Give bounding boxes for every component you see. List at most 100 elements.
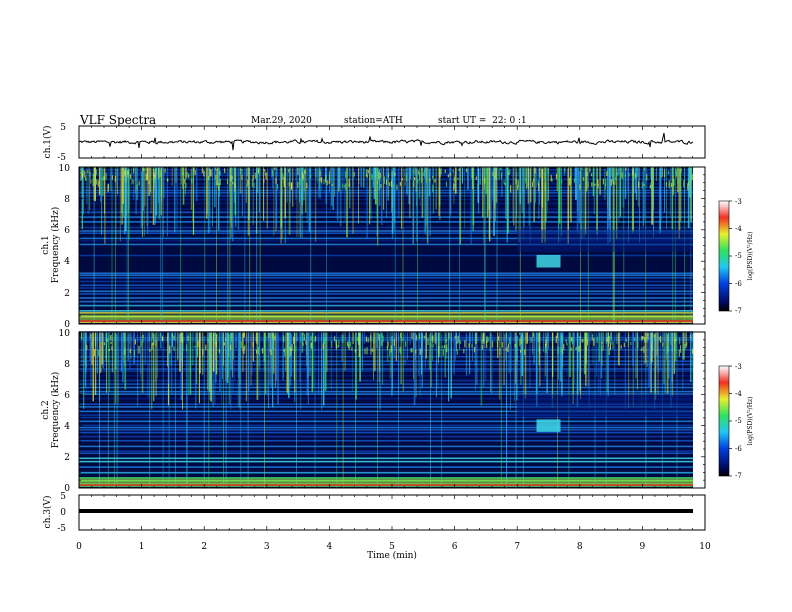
- ch2-spectrogram-sferic: [646, 332, 648, 368]
- ch2-spectrogram-sferic: [105, 332, 107, 363]
- ch1-spectrogram-sferic: [98, 167, 101, 195]
- ch1-spectrogram-band: [79, 290, 693, 293]
- ch1-spectrogram-sferic: [175, 167, 177, 183]
- ch2-spectrogram-sferic: [324, 332, 327, 391]
- ch2-spectrogram-sferic: [224, 332, 226, 381]
- ch1-spectrogram-top-noise: [367, 169, 369, 174]
- ch1-spectrogram-sferic: [438, 167, 441, 221]
- ch2-spectrogram-sferic: [682, 332, 684, 391]
- ch2-spectrogram-top-noise: [560, 347, 562, 353]
- ch1-spectrogram-top-noise: [342, 183, 344, 188]
- ch2-frequency-label: Frequency (kHz): [50, 372, 61, 449]
- ch2-spectrogram-sferic: [559, 332, 561, 391]
- ch1-spectrogram-top-noise: [594, 183, 596, 186]
- ch1-freq-tick-8: 8: [64, 195, 70, 205]
- ch1-spectrogram-sferic: [157, 167, 160, 204]
- ch2-spectrogram-top-noise: [390, 345, 392, 353]
- ch2-freq-tick-10: 10: [59, 329, 71, 339]
- ch1-spectrogram-band: [79, 293, 693, 295]
- ch1-spectrogram-top-noise: [507, 170, 509, 175]
- ch1-spectrogram-sferic: [195, 167, 198, 202]
- ch1-spectrogram-top-noise: [203, 169, 205, 177]
- ch2-spectrogram-sferic: [617, 332, 619, 365]
- ch2-spectrogram-sferic: [306, 332, 309, 396]
- ch2-spectrogram-top-noise: [310, 336, 312, 341]
- ch2-spectrogram-sferic: [498, 332, 501, 400]
- ch2-spectrogram-band: [79, 339, 693, 341]
- ch2-spectrogram-sferic: [588, 332, 590, 410]
- ch2-spectrogram-top-noise: [400, 349, 402, 355]
- ch1-spectrogram-top-noise: [283, 181, 285, 187]
- ch2-spectrogram-sferic: [538, 332, 541, 387]
- ch2-spectrogram-sferic: [533, 332, 535, 364]
- ch2-spectrogram-top-noise: [468, 343, 470, 348]
- ch1-spectrogram-sferic: [585, 167, 587, 179]
- ch2-spectrogram-sferic: [148, 332, 150, 342]
- ch1-spectrogram-top-noise: [486, 170, 488, 174]
- ch2-spectrogram-sferic: [576, 332, 579, 408]
- ch1-spectrogram-top-noise: [85, 176, 87, 181]
- ch1-spectrogram-top-noise: [124, 169, 126, 177]
- ch1-spectrogram-sferic: [299, 167, 302, 238]
- ch1-spectrogram-band: [79, 172, 693, 174]
- ch1-spectrogram-sferic: [82, 167, 84, 215]
- ch1-spectrogram-sferic: [608, 167, 610, 228]
- ch1-spectrogram-sferic: [513, 167, 515, 226]
- ch2-spectrogram-top-noise: [111, 346, 113, 350]
- ch2-spectrogram-top-noise: [570, 347, 572, 352]
- ch1-spectrogram-top-noise: [290, 182, 292, 190]
- ch1-spectrogram-sferic: [360, 167, 363, 187]
- ch2-spectrogram-top-noise: [202, 348, 204, 356]
- ch2-spectrogram-top-noise: [140, 341, 142, 347]
- ch1-spectrogram-top-noise: [97, 180, 99, 187]
- ch2-spectrogram-top-noise: [225, 338, 227, 341]
- ch2-spectrogram-sferic: [373, 332, 376, 371]
- ch2-spectrogram-sferic: [129, 332, 130, 344]
- ch2-spectrogram-top-noise: [689, 334, 692, 339]
- ch1-spectrogram-sferic: [305, 167, 307, 213]
- ch1-spectrogram-top-noise: [589, 167, 591, 173]
- ch2-spectrogram-top-noise: [149, 348, 151, 352]
- ch1-spectrogram-band: [79, 230, 693, 232]
- ch1-spectrogram-top-noise: [544, 182, 546, 190]
- ch1-spectrogram-top-noise: [234, 183, 236, 188]
- ch2-spectrogram-top-noise: [218, 349, 221, 353]
- ch2-spectrogram-top-noise: [283, 349, 285, 352]
- ch1-spectrogram-top-noise: [288, 168, 290, 173]
- ch2-spectrogram-top-noise: [261, 348, 264, 354]
- ch2-spectrogram-top-noise: [208, 349, 210, 356]
- ch1-spectrogram-sferic: [678, 167, 680, 239]
- ch1-spectrogram-sferic: [374, 167, 376, 178]
- ch2-spectrogram-sferic: [273, 332, 275, 374]
- ch1-spectrogram-top-noise: [628, 173, 630, 177]
- ch1-spectrogram-sferic: [372, 167, 374, 188]
- ch2-spectrogram-top-noise: [93, 349, 96, 357]
- ch2-spectrogram-sferic: [569, 332, 571, 377]
- ch2-spectrogram-band: [79, 414, 693, 416]
- ch2-spectrogram-sferic: [111, 332, 113, 373]
- ch2-spectrogram-top-noise: [522, 339, 524, 344]
- ch1-spectrogram-top-noise: [325, 174, 327, 183]
- ch2-spectrogram-top-noise: [386, 346, 388, 350]
- ch1-spectrogram-top-noise: [597, 179, 599, 186]
- ch2-spectrogram-top-noise: [370, 335, 372, 342]
- ch2-spectrogram-sferic: [318, 332, 320, 395]
- ch2-spectrogram-streak: [168, 332, 170, 488]
- ch2-spectrogram-sferic: [415, 332, 417, 398]
- ch2-freq-tick-6: 6: [64, 391, 70, 401]
- ch1-spectrogram-sferic: [100, 167, 102, 202]
- ch1-spectrogram-top-noise: [396, 184, 398, 190]
- ch2-spectrogram-sferic: [434, 332, 437, 344]
- ch2-spectrogram-top-noise: [563, 343, 565, 350]
- ch1-spectrogram-sferic: [421, 167, 423, 183]
- ch1-spectrogram-sferic: [679, 167, 681, 230]
- ch1-spectrogram-top-noise: [297, 182, 299, 188]
- ch1-spectrogram-top-noise: [492, 171, 494, 177]
- ch1-spectrogram-top-noise: [275, 177, 277, 184]
- ch1-spectrogram-top-noise: [444, 169, 446, 173]
- ch1-spectrogram-top-noise: [371, 174, 373, 180]
- ch1-spectrogram-top-noise: [92, 173, 94, 181]
- ch1-spectrogram-sferic: [381, 167, 383, 225]
- ch2-spectrogram-sferic: [251, 332, 253, 375]
- ch1-spectrogram-sferic: [501, 167, 503, 197]
